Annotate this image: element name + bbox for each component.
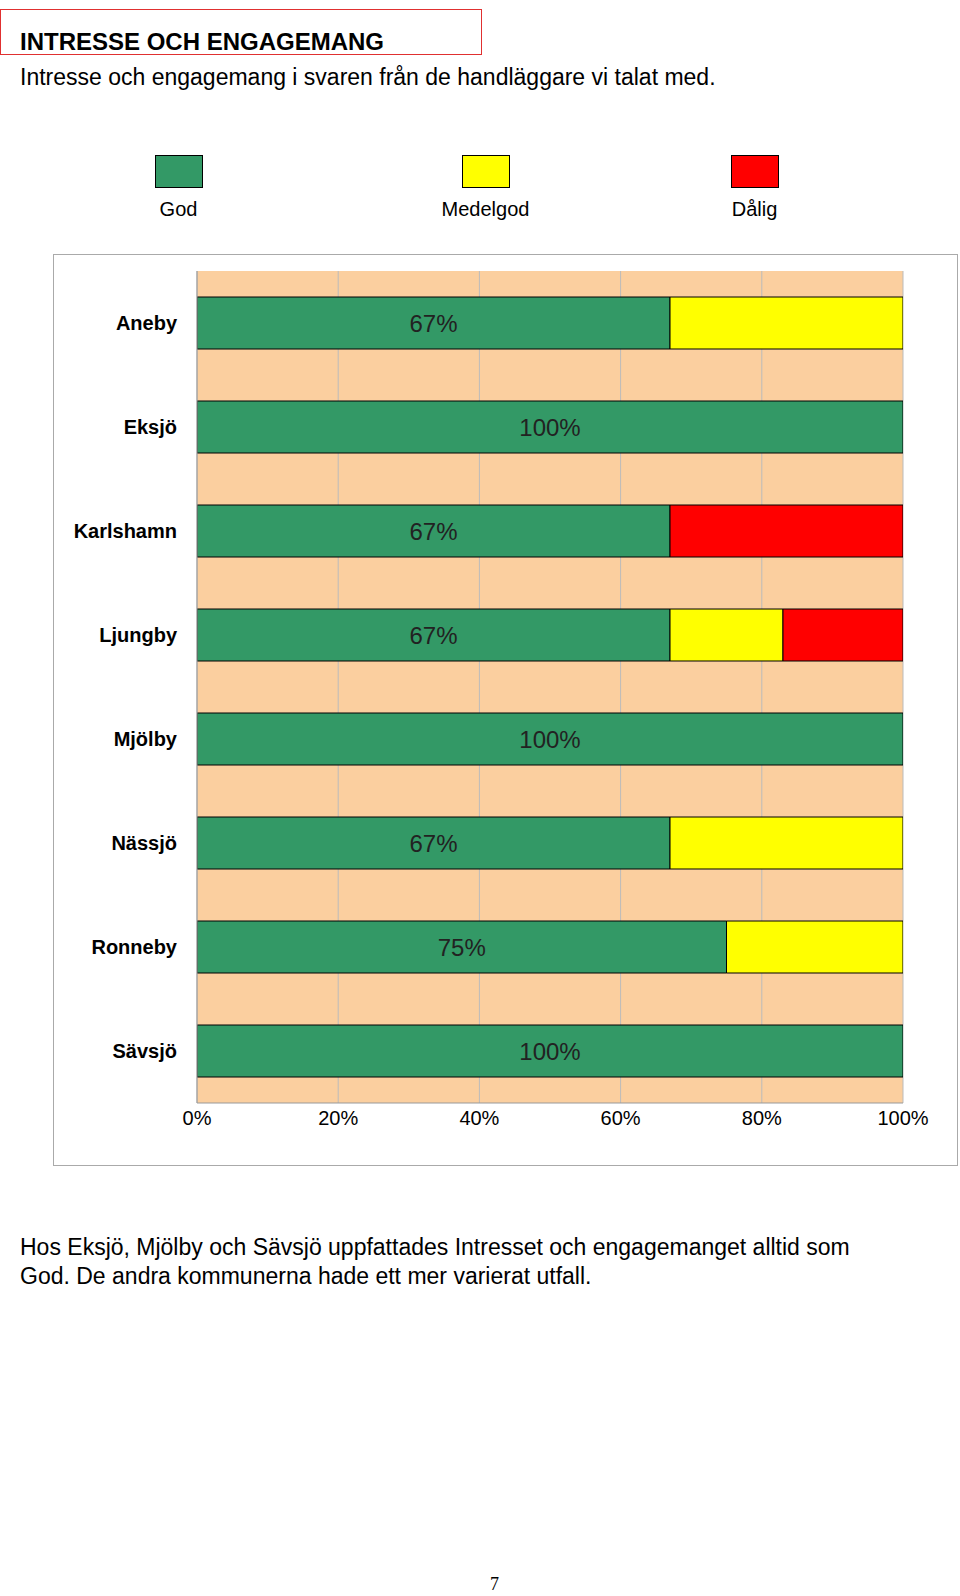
svg-text:100%: 100% (519, 726, 580, 753)
html-text:Medelgod: Medelgod (441, 198, 530, 220)
svg-text:Nässjö: Nässjö (111, 832, 177, 854)
svg-text:Aneby: Aneby (116, 312, 178, 334)
html-text:Dålig: Dålig (731, 198, 778, 220)
html-text:God: God (159, 198, 198, 220)
svg-text:100%: 100% (519, 414, 580, 441)
html-text:God. De andra kommunerna hade: God. De andra kommunerna hade ett mer va… (20, 1263, 592, 1289)
svg-text:60%: 60% (601, 1107, 641, 1129)
svg-text:67%: 67% (409, 622, 457, 649)
svg-text:Mjölby: Mjölby (114, 728, 178, 750)
svg-text:67%: 67% (409, 310, 457, 337)
svg-text:67%: 67% (409, 830, 457, 857)
svg-text:100%: 100% (877, 1107, 928, 1129)
svg-text:67%: 67% (409, 518, 457, 545)
svg-text:0%: 0% (183, 1107, 212, 1129)
html-text:INTRESSE OCH ENGAGEMANG: INTRESSE OCH ENGAGEMANG (20, 28, 384, 55)
html-text:7: 7 (490, 1574, 499, 1594)
svg-text:Karlshamn: Karlshamn (74, 520, 177, 542)
svg-text:80%: 80% (742, 1107, 782, 1129)
svg-text:75%: 75% (438, 934, 486, 961)
svg-text:20%: 20% (318, 1107, 358, 1129)
svg-text:Ljungby: Ljungby (99, 624, 178, 646)
svg-text:Ronneby: Ronneby (91, 936, 177, 958)
html-text:Intresse och engagemang i svar: Intresse och engagemang i svaren från de… (20, 64, 716, 90)
svg-text:Eksjö: Eksjö (124, 416, 177, 438)
svg-text:40%: 40% (459, 1107, 499, 1129)
svg-text:Sävsjö: Sävsjö (113, 1040, 177, 1062)
html-text:Hos Eksjö, Mjölby och Sävsjö u: Hos Eksjö, Mjölby och Sävsjö uppfattades… (20, 1234, 850, 1260)
svg-text:100%: 100% (519, 1038, 580, 1065)
